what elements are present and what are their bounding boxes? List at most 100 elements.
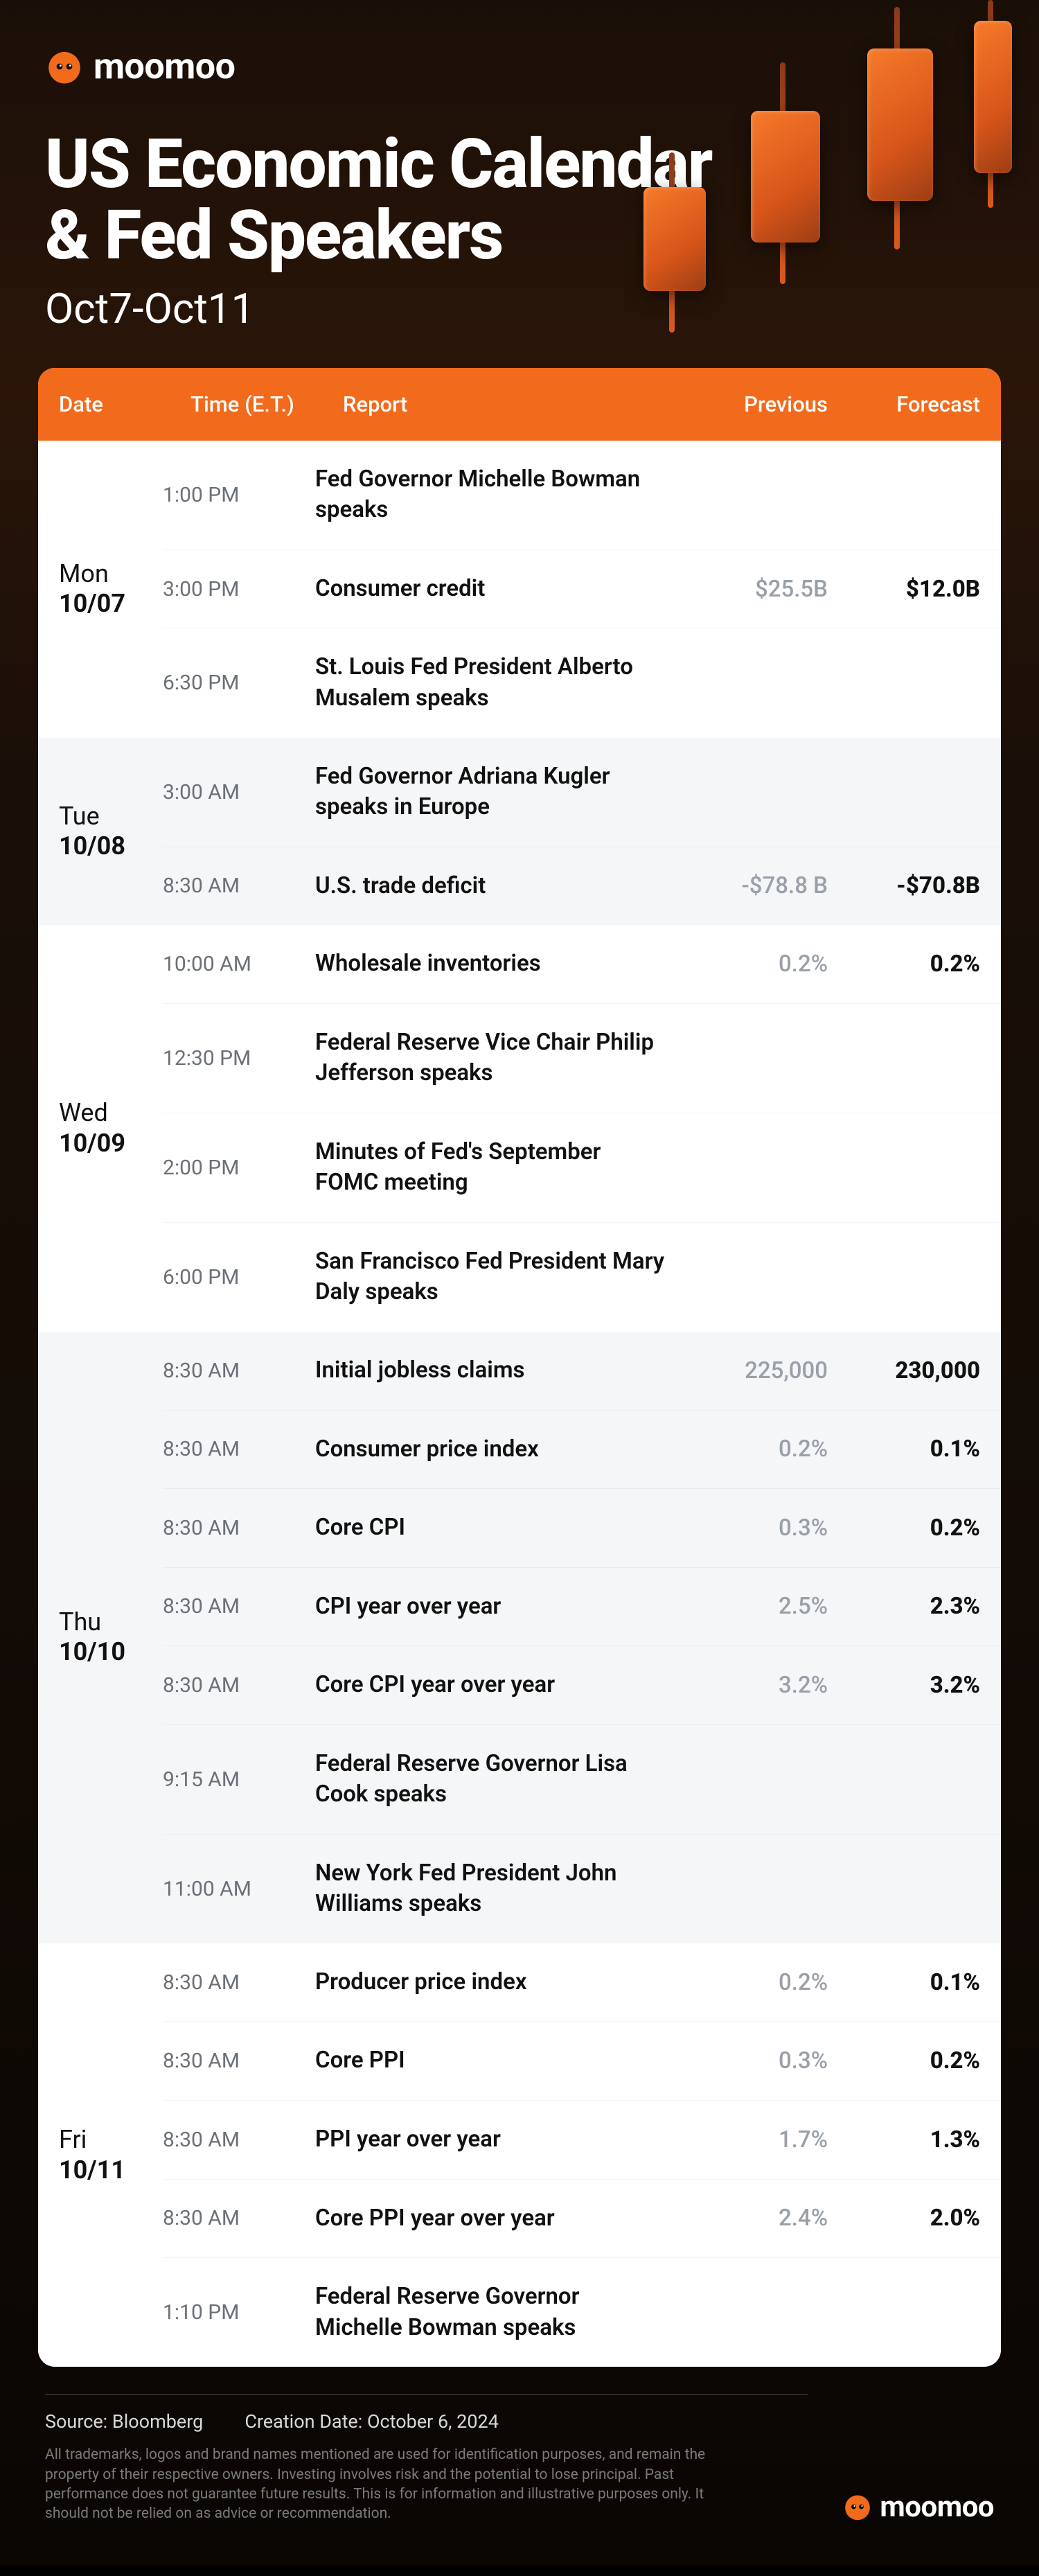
day-of-week: Wed bbox=[59, 1098, 108, 1128]
cell-previous: 3.2% bbox=[682, 1672, 828, 1699]
source-row: Source: Bloomberg Creation Date: October… bbox=[45, 2394, 808, 2433]
cell-time: 8:30 AM bbox=[163, 874, 308, 898]
day-block: Mon10/071:00 PM Fed Governor Michelle Bow… bbox=[38, 441, 1001, 738]
cell-time: 1:00 PM bbox=[163, 483, 308, 507]
cell-report: Consumer credit bbox=[315, 574, 675, 605]
table-row: 1:00 PM Fed Governor Michelle Bowman spea… bbox=[163, 441, 1001, 549]
cell-time: 6:30 PM bbox=[163, 671, 308, 695]
cell-previous: 0.3% bbox=[682, 2047, 828, 2074]
brand-name: moomoo bbox=[880, 2490, 994, 2524]
cell-report: Fed Governor Michelle Bowman speaks bbox=[315, 464, 675, 526]
date-cell: Mon10/07 bbox=[38, 441, 163, 738]
table-row: 11:00 AMNew York Fed President John Will… bbox=[163, 1834, 1001, 1943]
date-cell: Wed10/09 bbox=[38, 925, 163, 1332]
table-row: 1:10 PMFederal Reserve Governor Michelle… bbox=[163, 2257, 1001, 2367]
cell-forecast: 3.2% bbox=[835, 1672, 980, 1699]
table-row: 8:30 AM U.S. trade deficit -$78.8 B -$70.8B bbox=[163, 847, 1001, 926]
cell-time: 8:30 AM bbox=[163, 1359, 308, 1383]
cell-time: 8:30 AM bbox=[163, 1594, 308, 1618]
cell-report: Minutes of Fed's September FOMC meeting bbox=[315, 1137, 675, 1199]
cell-report: CPI year over year bbox=[315, 1591, 675, 1623]
cell-report: Core CPI year over year bbox=[315, 1670, 675, 1701]
footer-logo: moomoo bbox=[842, 2490, 994, 2524]
brand-logo: moomoo bbox=[45, 45, 994, 87]
table-row: 3:00 PM Consumer credit $25.5B $12.0B bbox=[163, 549, 1001, 628]
cell-forecast: 0.2% bbox=[835, 951, 980, 978]
cell-time: 3:00 PM bbox=[163, 577, 308, 601]
date-number: 10/10 bbox=[59, 1637, 125, 1667]
cell-report: Consumer price index bbox=[315, 1434, 675, 1465]
cell-report: Federal Reserve Governor Michelle Bowman… bbox=[315, 2282, 675, 2343]
th-previous: Previous bbox=[682, 391, 828, 417]
cell-time: 8:30 AM bbox=[163, 1673, 308, 1697]
cell-previous: 0.2% bbox=[682, 1969, 828, 1996]
date-number: 10/09 bbox=[59, 1129, 125, 1158]
th-date: Date bbox=[59, 391, 184, 417]
cell-time: 8:30 AM bbox=[163, 2206, 308, 2230]
page: moomoo US Economic Calendar & Fed Speake… bbox=[0, 0, 1039, 2566]
cell-report: Core PPI bbox=[315, 2045, 675, 2076]
th-report: Report bbox=[343, 391, 675, 417]
day-block: Tue10/083:00 AMFed Governor Adriana Kugl… bbox=[38, 738, 1001, 926]
footer: Source: Bloomberg Creation Date: October… bbox=[0, 2367, 1039, 2565]
table-row: 9:15 AMFederal Reserve Governor Lisa Coo… bbox=[163, 1724, 1001, 1834]
cell-time: 12:30 PM bbox=[163, 1046, 308, 1070]
day-rows: 3:00 AMFed Governor Adriana Kugler speak… bbox=[163, 738, 1001, 926]
cell-previous: -$78.8 B bbox=[682, 872, 828, 899]
day-rows: 10:00 AM Wholesale inventories 0.2% 0.2% 12:… bbox=[163, 925, 1001, 1332]
th-time: Time (E.T.) bbox=[190, 391, 336, 417]
title-line-1: US Economic Calendar bbox=[45, 124, 711, 204]
table-body: Mon10/071:00 PM Fed Governor Michelle Bow… bbox=[38, 441, 1001, 2367]
day-block: Thu10/108:30 AMInitial jobless claims225… bbox=[38, 1332, 1001, 1943]
cell-previous: $25.5B bbox=[682, 576, 828, 603]
table-row: 8:30 AMCore CPI0.3%0.2% bbox=[163, 1488, 1001, 1567]
cell-time: 9:15 AM bbox=[163, 1767, 308, 1792]
cell-report: St. Louis Fed President Alberto Musalem … bbox=[315, 652, 675, 714]
day-rows: 1:00 PM Fed Governor Michelle Bowman spea… bbox=[163, 441, 1001, 738]
day-of-week: Fri bbox=[59, 2125, 87, 2155]
calendar-table: Date Time (E.T.) Report Previous Forecas… bbox=[38, 368, 1001, 2367]
cell-forecast: 2.0% bbox=[835, 2205, 980, 2232]
cell-time: 8:30 AM bbox=[163, 1437, 308, 1461]
cell-report: Fed Governor Adriana Kugler speaks in Eu… bbox=[315, 761, 675, 823]
cell-forecast: -$70.8B bbox=[835, 872, 980, 899]
cell-forecast: 0.2% bbox=[835, 1515, 980, 1542]
moomoo-icon bbox=[842, 2491, 873, 2522]
day-of-week: Mon bbox=[59, 559, 109, 589]
moomoo-icon bbox=[45, 47, 84, 86]
cell-report: Wholesale inventories bbox=[315, 949, 675, 980]
brand-name: moomoo bbox=[94, 45, 236, 87]
table-row: 3:00 AMFed Governor Adriana Kugler speak… bbox=[163, 738, 1001, 847]
table-header: Date Time (E.T.) Report Previous Forecas… bbox=[38, 368, 1001, 441]
date-cell: Fri10/11 bbox=[38, 1943, 163, 2367]
table-row: 8:30 AM Consumer price index 0.2% 0.1% bbox=[163, 1410, 1001, 1489]
header: moomoo US Economic Calendar & Fed Speake… bbox=[0, 0, 1039, 368]
cell-time: 2:00 PM bbox=[163, 1156, 308, 1180]
table-row: 2:00 PM Minutes of Fed's September FOMC m… bbox=[163, 1113, 1001, 1222]
cell-report: PPI year over year bbox=[315, 2124, 675, 2155]
cell-previous: 2.4% bbox=[682, 2205, 828, 2232]
cell-forecast: 230,000 bbox=[835, 1357, 980, 1384]
cell-report: Initial jobless claims bbox=[315, 1355, 675, 1386]
cell-report: Core CPI bbox=[315, 1512, 675, 1544]
cell-previous: 0.3% bbox=[682, 1515, 828, 1542]
table-row: 8:30 AM Core CPI year over year 3.2% 3.2% bbox=[163, 1646, 1001, 1724]
cell-previous: 225,000 bbox=[682, 1357, 828, 1384]
cell-forecast: 0.1% bbox=[835, 1436, 980, 1463]
cell-report: San Francisco Fed President Mary Daly sp… bbox=[315, 1246, 675, 1308]
cell-previous: 0.2% bbox=[682, 951, 828, 978]
cell-report: U.S. trade deficit bbox=[315, 871, 675, 902]
cell-time: 8:30 AM bbox=[163, 2128, 308, 2152]
cell-previous: 1.7% bbox=[682, 2126, 828, 2153]
cell-report: New York Fed President John Williams spe… bbox=[315, 1858, 675, 1920]
source-label: Source: Bloomberg bbox=[45, 2410, 203, 2433]
cell-time: 8:30 AM bbox=[163, 1970, 308, 1995]
cell-forecast: $12.0B bbox=[835, 576, 980, 603]
date-cell: Tue10/08 bbox=[38, 738, 163, 926]
day-rows: 8:30 AMProducer price index0.2%0.1%8:30 … bbox=[163, 1943, 1001, 2367]
cell-previous: 0.2% bbox=[682, 1436, 828, 1463]
table-row: 8:30 AMPPI year over year1.7%1.3% bbox=[163, 2100, 1001, 2179]
cell-time: 10:00 AM bbox=[163, 952, 308, 976]
footer-left: Source: Bloomberg Creation Date: October… bbox=[45, 2394, 808, 2523]
cell-report: Core PPI year over year bbox=[315, 2203, 675, 2234]
